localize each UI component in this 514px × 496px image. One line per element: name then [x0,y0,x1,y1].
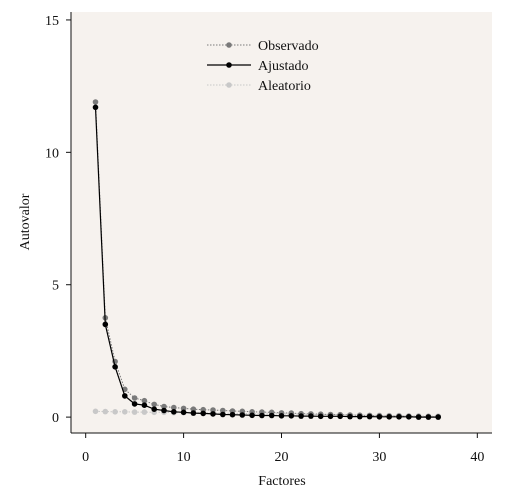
data-point-ajustado [122,393,128,399]
data-point-ajustado [347,413,353,420]
legend-item-aleatorio: Aleatorio [207,79,311,94]
data-point-observado [151,401,157,408]
data-point-ajustado [357,413,363,420]
legend-item-observado: Observado [207,39,319,54]
data-point-observado [131,395,138,401]
legend: Observado Ajustado Aleatorio [207,39,319,94]
data-point-observado [210,407,216,413]
x-axis-label: Factores [258,474,305,489]
x-tick-label: 20 [275,450,289,465]
data-point-ajustado [317,413,324,420]
data-point-ajustado [200,410,206,417]
data-point-ajustado [239,412,246,418]
data-point-observado [190,406,197,413]
legend-marker-aleatorio [226,82,232,88]
x-tick-label: 0 [82,450,89,465]
data-point-ajustado [376,414,383,420]
data-point-ajustado [415,414,422,420]
y-tick-label: 10 [45,146,59,161]
y-tick-label: 5 [52,279,59,294]
data-point-ajustado [112,364,118,370]
data-point-ajustado [141,402,148,409]
legend-label-ajustado: Ajustado [258,59,309,74]
data-point-ajustado [327,413,334,420]
data-point-aleatorio [102,408,109,415]
plot-area [71,12,492,433]
data-point-ajustado [151,406,157,413]
data-point-observado [92,99,99,105]
data-point-ajustado [229,411,236,418]
legend-item-ajustado: Ajustado [207,59,309,74]
data-point-ajustado [386,414,393,420]
y-axis-label: Autovalor [18,193,33,250]
data-point-ajustado [92,104,99,111]
legend-label-observado: Observado [258,39,319,54]
data-point-ajustado [161,407,167,414]
data-point-ajustado [396,414,402,420]
data-point-observado [171,404,177,411]
series-ajustado [92,104,442,420]
data-point-ajustado [190,410,197,416]
data-point-ajustado [171,409,177,415]
data-point-aleatorio [141,409,148,415]
data-point-ajustado [278,413,285,419]
data-point-aleatorio [92,408,99,415]
data-point-ajustado [180,409,187,416]
data-point-ajustado [366,413,373,420]
x-tick-label: 30 [372,450,386,465]
data-point-observado [220,407,226,414]
data-point-ajustado [131,401,138,407]
axis-ticks: 0 10 20 30 40 0 5 10 15 [45,14,484,465]
chart-marks [92,99,442,420]
data-point-observado [141,397,148,404]
x-tick-label: 40 [470,450,484,465]
data-point-ajustado [259,412,265,419]
data-point-observado [161,403,167,410]
data-point-ajustado [337,413,344,420]
y-tick-label: 0 [52,411,59,426]
data-point-ajustado [298,413,304,419]
data-point-aleatorio [131,409,138,415]
data-point-ajustado [268,412,275,419]
data-point-ajustado [249,412,255,419]
legend-marker-ajustado [226,62,232,68]
y-tick-label: 15 [45,14,59,29]
data-point-aleatorio [122,409,128,415]
x-tick-label: 10 [177,450,191,465]
data-point-aleatorio [112,409,118,415]
data-point-ajustado [425,414,432,420]
data-point-ajustado [406,414,412,420]
data-point-observado [180,405,187,412]
data-point-ajustado [288,413,295,419]
legend-label-aleatorio: Aleatorio [258,79,311,94]
data-point-ajustado [308,413,314,419]
data-point-ajustado [102,321,109,328]
data-point-ajustado [210,411,216,417]
data-point-ajustado [435,414,442,420]
legend-marker-observado [226,42,232,48]
data-point-ajustado [220,411,226,418]
